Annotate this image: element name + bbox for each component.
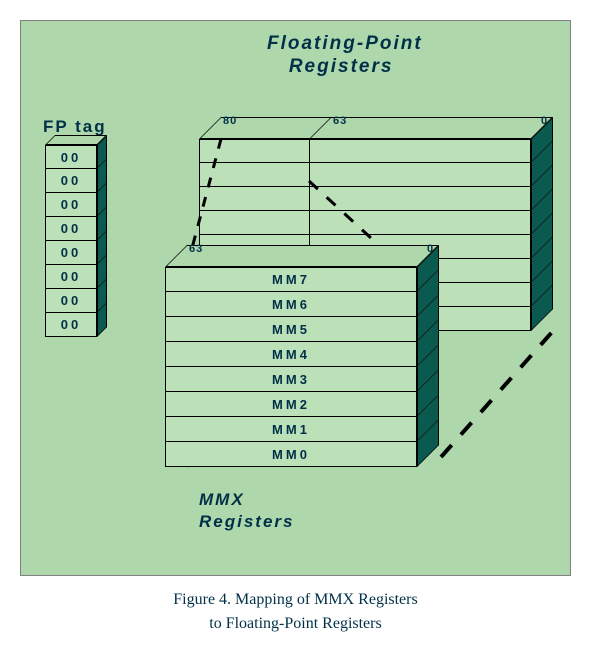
- fp-registers-row: [199, 139, 531, 163]
- fp-registers-bit-left: 80: [223, 115, 237, 127]
- fp-tag-row: 00: [45, 145, 97, 169]
- mmx-registers-bit-left: 63: [189, 243, 203, 255]
- fp-tag-row: 00: [45, 193, 97, 217]
- fp-tag-row: 00: [45, 241, 97, 265]
- fp-title: Floating-Point Registers: [267, 33, 423, 79]
- fp-registers-row: [199, 163, 531, 187]
- fp-tag-row: 00: [45, 313, 97, 337]
- mmx-registers-row: MM1: [165, 417, 417, 442]
- caption-line1: Figure 4. Mapping of MMX Registers: [173, 591, 417, 608]
- fp-tag-row: 00: [45, 265, 97, 289]
- fp-tag-row: 00: [45, 169, 97, 193]
- fp-tag-row: 00: [45, 289, 97, 313]
- mmx-registers-row: MM6: [165, 292, 417, 317]
- mmx-registers-row: MM2: [165, 392, 417, 417]
- fp-registers-row: [199, 211, 531, 235]
- mmx-registers-row: MM3: [165, 367, 417, 392]
- mmx-title: MMX Registers: [199, 489, 294, 533]
- diagram-area: Floating-Point RegistersFP tag0000000000…: [21, 21, 570, 575]
- caption-line2: to Floating-Point Registers: [209, 615, 381, 632]
- mmx-registers-row: MM5: [165, 317, 417, 342]
- mmx-registers-row: MM7: [165, 267, 417, 292]
- diagram-frame: Floating-Point RegistersFP tag0000000000…: [20, 20, 571, 576]
- fp-tag-label: FP tag: [43, 117, 107, 137]
- mmx-registers-row: MM4: [165, 342, 417, 367]
- figure-caption: Figure 4. Mapping of MMX Registers to Flo…: [20, 588, 571, 636]
- fp-registers-bit-mid: 63: [333, 115, 347, 127]
- fp-tag-row: 00: [45, 217, 97, 241]
- fp-registers-row: [199, 187, 531, 211]
- mmx-registers-row: MM0: [165, 442, 417, 467]
